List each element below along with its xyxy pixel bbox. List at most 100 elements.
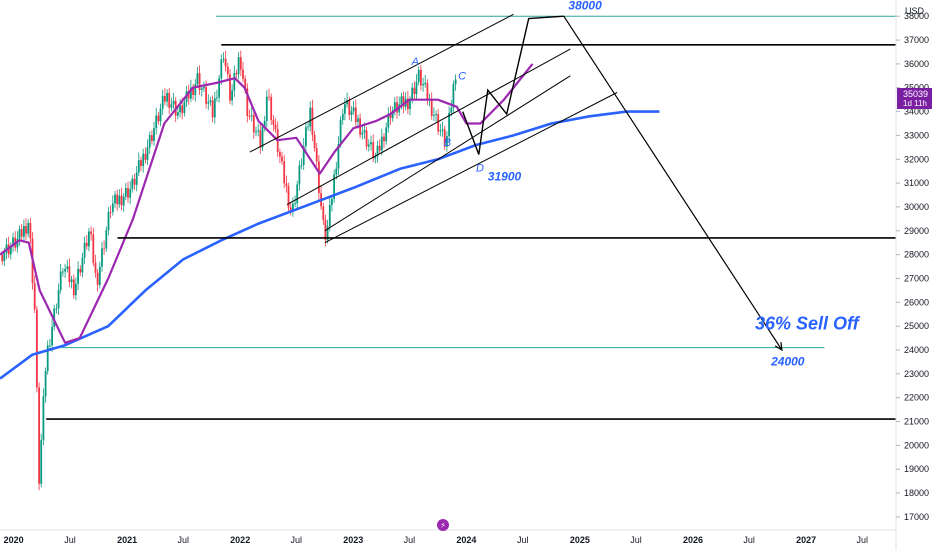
annotation-label: A <box>411 56 419 68</box>
candle-body <box>352 107 355 112</box>
candle-body <box>422 84 424 86</box>
candle-body <box>38 387 40 484</box>
candle-body <box>90 231 92 235</box>
candle-body <box>272 120 275 125</box>
candle-body <box>161 95 164 109</box>
candle-body <box>151 135 153 141</box>
price-tick-label: 37000 <box>904 35 929 45</box>
candle-body <box>242 69 244 79</box>
price-tick-label: 24000 <box>904 345 929 355</box>
candle-body <box>252 115 255 133</box>
time-tick-label: Jul <box>517 535 529 545</box>
candle-body <box>281 156 283 162</box>
time-tick-label: 2020 <box>4 535 24 545</box>
time-tick-label: 2025 <box>570 535 590 545</box>
candle-body <box>357 118 359 122</box>
candle-body <box>1 254 4 262</box>
price-tick-label: 30000 <box>904 202 929 212</box>
candle-body <box>244 78 247 89</box>
price-tick-label: 28000 <box>904 250 929 260</box>
candle-body <box>443 129 446 147</box>
candle-body <box>98 266 101 285</box>
candle-body <box>96 272 99 285</box>
candle-body <box>27 222 30 234</box>
candle-body <box>363 130 366 133</box>
candle-body <box>311 107 314 135</box>
candle-body <box>194 84 197 95</box>
candle-body <box>144 153 147 160</box>
candle-body <box>237 57 240 75</box>
candle-body <box>315 148 318 162</box>
candle-body <box>211 100 214 118</box>
candle-body <box>46 345 49 371</box>
candle-body <box>44 371 47 397</box>
candle-body <box>213 98 216 118</box>
candle-body <box>372 142 375 159</box>
candle-body <box>361 132 364 135</box>
time-tick-label: Jul <box>743 535 755 545</box>
trend-channel <box>249 13 618 244</box>
candle-body <box>415 82 418 95</box>
candle-body <box>279 152 281 157</box>
candle-body <box>420 69 422 86</box>
candle-body <box>181 105 184 113</box>
candle-body <box>168 92 171 108</box>
candle-body <box>105 230 108 249</box>
price-series <box>1 50 457 491</box>
price-axis[interactable]: USD 17000 18000 19000 20000 21000 22000 23000 2… <box>896 6 929 522</box>
candle-body <box>157 115 160 122</box>
candle-body <box>439 130 442 132</box>
candle-body <box>367 144 370 147</box>
price-tick-label: 21000 <box>904 417 929 427</box>
price-tick-label: 18000 <box>904 488 929 498</box>
candle-body <box>172 100 175 105</box>
candle-body <box>302 146 305 165</box>
candle-body <box>79 269 82 273</box>
time-tick-label: Jul <box>630 535 642 545</box>
candle-body <box>88 231 90 247</box>
candle-body <box>83 242 86 258</box>
candle-body <box>250 115 253 117</box>
candle-body <box>18 229 21 240</box>
candle-body <box>12 237 14 246</box>
candle-body <box>190 87 192 99</box>
candle-body <box>72 279 75 296</box>
candle-body <box>25 226 27 234</box>
candle-body <box>187 91 190 99</box>
annotations: A B C D 31900 38000 36% Sell Off 24000 <box>411 0 861 369</box>
time-tick-label: 2026 <box>683 535 703 545</box>
time-axis[interactable]: 2020 Jul 2021 Jul 2022 Jul 2023 Jul 2024 Jul 2025 J… <box>4 535 868 545</box>
candle-body <box>341 113 344 120</box>
price-tick-label: 20000 <box>904 440 929 450</box>
candle-body <box>265 96 268 121</box>
candle-body <box>114 194 116 204</box>
candle-body <box>142 153 145 167</box>
candle-body <box>75 283 77 296</box>
candle-body <box>205 86 207 104</box>
candle-body <box>248 116 251 117</box>
candle-body <box>426 82 429 100</box>
candle-body <box>51 326 53 346</box>
candle-body <box>339 119 342 145</box>
candle-body <box>344 104 346 114</box>
candle-body <box>20 229 23 237</box>
candle-body <box>53 308 56 327</box>
candle-body <box>274 124 277 130</box>
candle-body <box>376 145 379 157</box>
candle-body <box>350 111 353 115</box>
candle-body <box>81 257 84 273</box>
candle-body <box>148 135 151 148</box>
candle-body <box>140 160 142 167</box>
candle-body <box>159 108 162 122</box>
annotation-label: C <box>458 70 466 82</box>
annotation-label: 24000 <box>770 355 805 369</box>
candle-body <box>146 147 149 160</box>
moving-average-blue <box>0 110 660 380</box>
candle-body <box>40 440 43 484</box>
time-tick-label: Jul <box>404 535 416 545</box>
candle-body <box>305 127 307 146</box>
price-tick-label: 17000 <box>904 512 929 522</box>
candle-body <box>198 73 201 90</box>
